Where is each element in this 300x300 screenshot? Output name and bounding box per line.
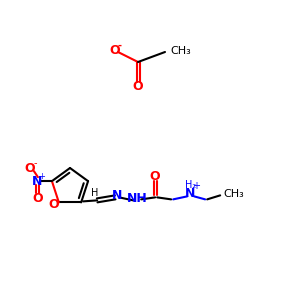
Text: CH₃: CH₃: [171, 46, 191, 56]
Text: N: N: [185, 187, 195, 200]
Text: O: O: [133, 80, 143, 92]
Text: O: O: [110, 44, 120, 58]
Text: -: -: [118, 41, 122, 51]
Text: H: H: [92, 188, 99, 198]
Text: O: O: [25, 162, 35, 175]
Text: H₂: H₂: [184, 180, 196, 190]
Text: N: N: [112, 189, 122, 202]
Text: -: -: [33, 158, 37, 168]
Text: +: +: [38, 172, 45, 181]
Text: O: O: [150, 170, 160, 183]
Text: +: +: [192, 182, 200, 191]
Text: NH: NH: [127, 192, 148, 205]
Text: N: N: [32, 175, 42, 188]
Text: CH₃: CH₃: [224, 189, 244, 200]
Text: O: O: [33, 192, 43, 205]
Text: O: O: [49, 198, 59, 211]
